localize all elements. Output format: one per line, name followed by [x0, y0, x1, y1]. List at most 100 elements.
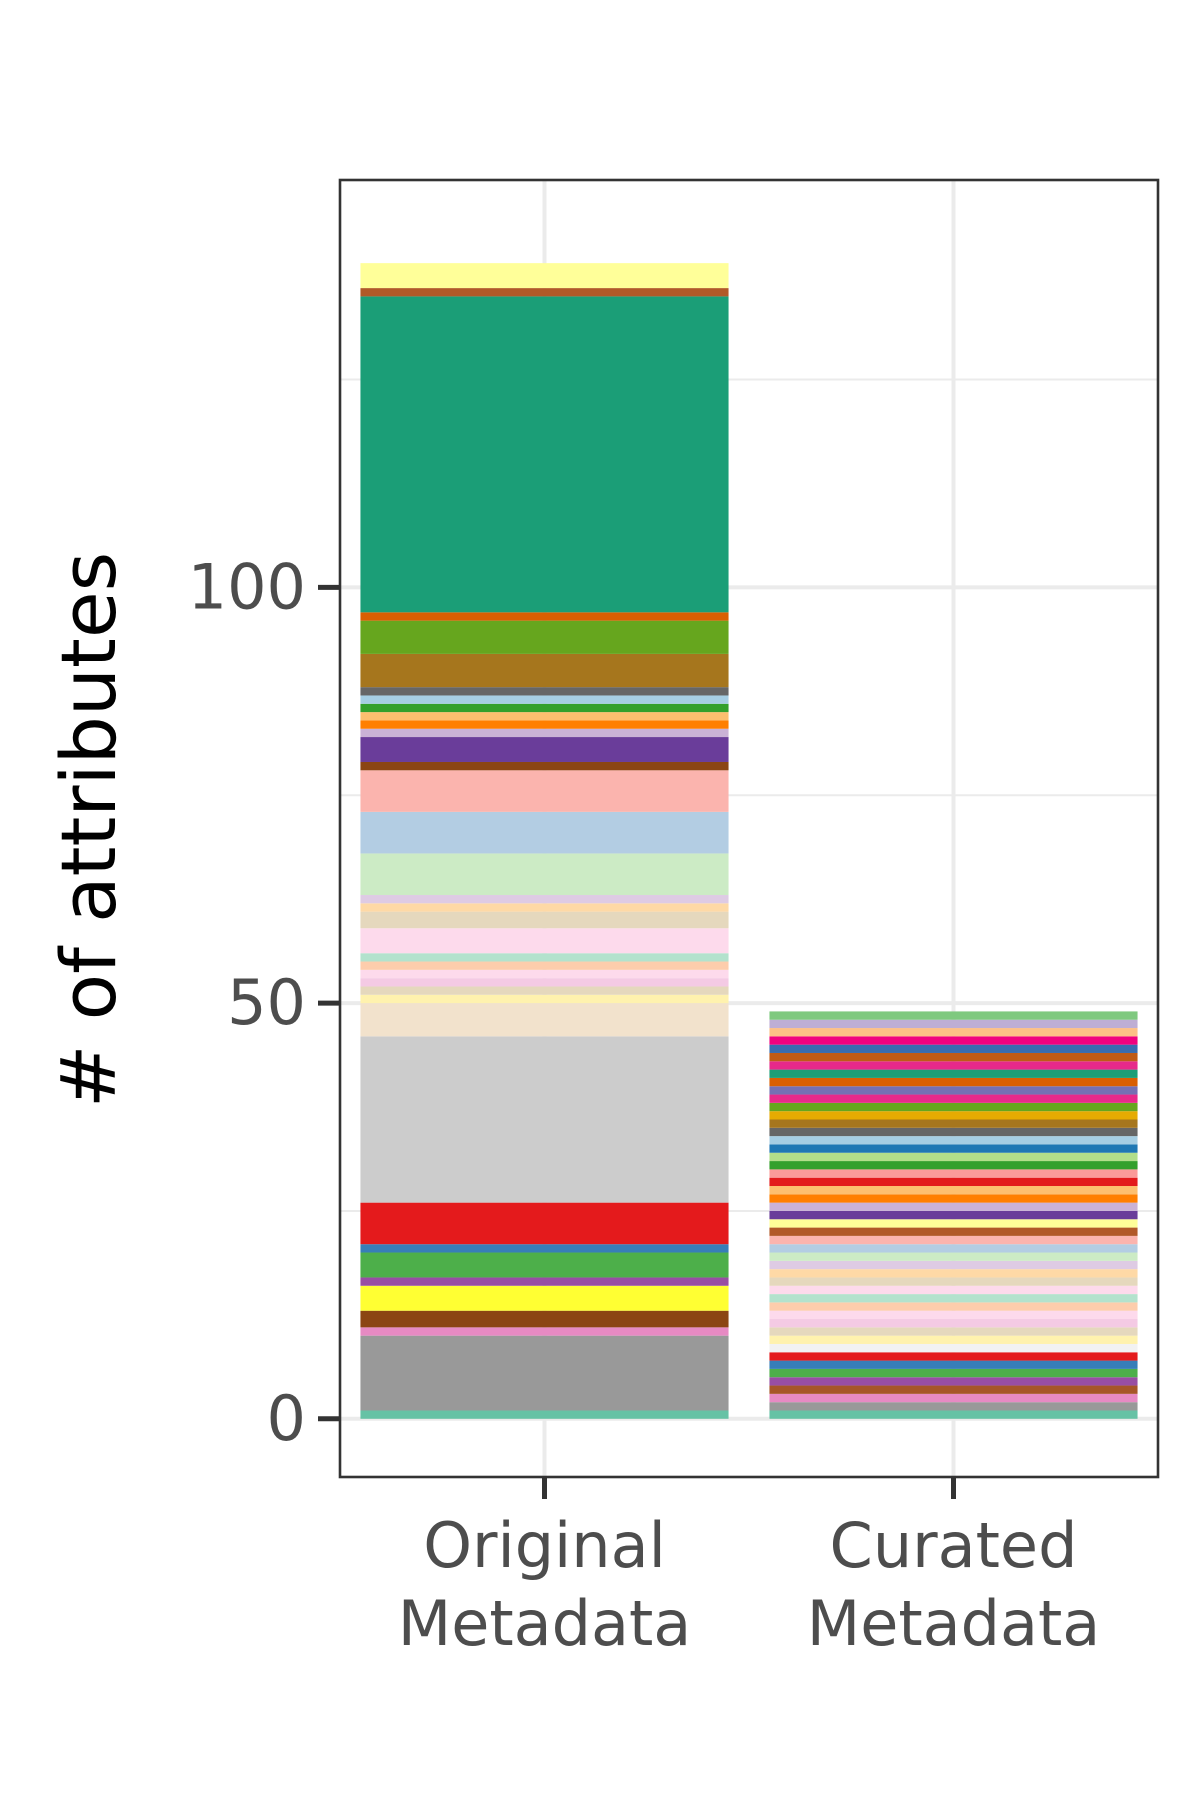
bar-segment — [360, 737, 729, 762]
bar-segment — [360, 1335, 729, 1411]
bar-segment — [769, 1343, 1138, 1353]
bar-segment — [360, 720, 729, 729]
bar-segment — [769, 1011, 1138, 1020]
bar-segment — [769, 1294, 1138, 1303]
bar-segment — [769, 1052, 1138, 1062]
bar-segment — [769, 1310, 1138, 1320]
bar-segment — [769, 1335, 1138, 1344]
bar-segment — [360, 994, 729, 1004]
bar-segment — [769, 1368, 1138, 1378]
bar-segment — [360, 1410, 729, 1419]
bar-segment — [769, 1269, 1138, 1278]
bar-segment — [360, 1036, 729, 1203]
x-tick-label-line: Curated — [830, 1509, 1078, 1582]
bar-segment — [360, 903, 729, 912]
bar-segment — [769, 1086, 1138, 1095]
x-tick-label-line: Metadata — [398, 1587, 692, 1660]
bar-segment — [360, 687, 729, 696]
bar-segment — [360, 953, 729, 962]
y-tick-label: 100 — [188, 550, 306, 623]
bar-segment — [769, 1410, 1138, 1419]
bar-segment — [360, 288, 729, 297]
bar-segment — [769, 1186, 1138, 1195]
bar-segment — [769, 1127, 1138, 1137]
bar-segment — [769, 1360, 1138, 1369]
bar-segment — [769, 1144, 1138, 1153]
bar-segment — [769, 1244, 1138, 1253]
bar-segment — [360, 1327, 729, 1336]
bar-segment — [769, 1327, 1138, 1336]
bar-segment — [360, 961, 729, 970]
bar-segment — [769, 1385, 1138, 1394]
bar-segment — [769, 1161, 1138, 1170]
bar-segment — [769, 1227, 1138, 1236]
bar-segment — [769, 1111, 1138, 1120]
bar-segment — [360, 620, 729, 654]
bar-segment — [769, 1252, 1138, 1261]
y-axis-title: # of attributes — [44, 552, 133, 1108]
bar-segment — [769, 1319, 1138, 1328]
bar-stack — [360, 263, 729, 1419]
bar-segment — [360, 853, 729, 896]
x-tick-label: Original Metadata — [398, 1509, 692, 1660]
bar-segment — [360, 728, 729, 738]
bar-segment — [769, 1377, 1138, 1386]
x-tick-label-line: Original — [423, 1509, 666, 1582]
bar-segment — [769, 1302, 1138, 1311]
y-tick-label: 50 — [227, 966, 306, 1039]
bar-segment — [360, 978, 729, 987]
y-tick-label: 0 — [267, 1382, 306, 1455]
bar-segment — [769, 1219, 1138, 1228]
bar-segment — [360, 1202, 729, 1245]
x-tick-label: Curated Metadata — [807, 1509, 1101, 1660]
bar-segment — [769, 1044, 1138, 1053]
bar-segment — [360, 1310, 729, 1328]
bar-segment — [769, 1136, 1138, 1145]
bar-stack — [769, 1011, 1138, 1419]
bar-segment — [769, 1285, 1138, 1295]
bar-segment — [769, 1061, 1138, 1070]
bar-segment — [360, 1244, 729, 1253]
bar-segment — [360, 703, 729, 713]
bar-segment — [360, 653, 729, 688]
bar-segment — [360, 770, 729, 812]
bar-segment — [360, 1252, 729, 1278]
bar-segment — [769, 1069, 1138, 1078]
bar-segment — [769, 1260, 1138, 1270]
bar-segment — [769, 1393, 1138, 1403]
bar-segment — [360, 811, 729, 854]
bar-segment — [769, 1028, 1138, 1037]
panel-border — [338, 178, 1160, 1479]
bar-segment — [769, 1077, 1138, 1087]
bar-segment — [769, 1402, 1138, 1411]
bar-segment — [360, 296, 729, 613]
bar-segment — [769, 1277, 1138, 1286]
bar-segment — [769, 1352, 1138, 1361]
bar-segment — [769, 1152, 1138, 1162]
bar-segment — [769, 1036, 1138, 1045]
bar-segment — [769, 1210, 1138, 1220]
bar-segment — [769, 1119, 1138, 1128]
bar-segment — [360, 695, 729, 704]
bar-segment — [360, 895, 729, 904]
bar-segment — [360, 712, 729, 721]
bar-segment — [769, 1235, 1138, 1245]
bar-segment — [360, 612, 729, 621]
bar-segment — [360, 761, 729, 771]
bar-segment — [769, 1019, 1138, 1029]
bar-segment — [360, 1277, 729, 1286]
bar-segment — [769, 1169, 1138, 1178]
bar-segment — [360, 986, 729, 995]
bar-segment — [769, 1177, 1138, 1187]
bar-segment — [769, 1194, 1138, 1203]
bar-segment — [360, 1003, 729, 1037]
bar-segment — [360, 263, 729, 289]
bar-segment — [360, 911, 729, 929]
bar-stacks — [360, 263, 1138, 1419]
bar-segment — [360, 928, 729, 954]
bar-segment — [769, 1094, 1138, 1103]
bar-segment — [769, 1102, 1138, 1112]
